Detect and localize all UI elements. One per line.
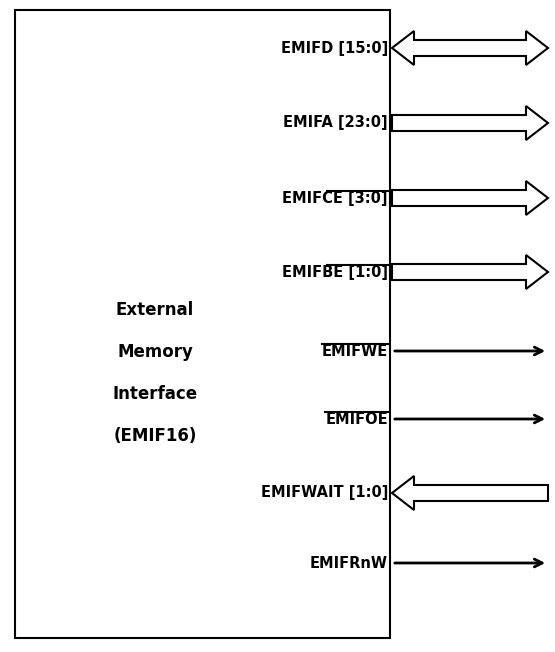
Text: EMIFD [15:0]: EMIFD [15:0] — [281, 40, 388, 55]
Text: External: External — [116, 301, 194, 319]
Text: EMIFRnW: EMIFRnW — [310, 556, 388, 570]
Polygon shape — [392, 181, 548, 215]
Text: (EMIF16): (EMIF16) — [113, 427, 196, 445]
Text: Memory: Memory — [117, 343, 193, 361]
Text: EMIFA [23:0]: EMIFA [23:0] — [284, 115, 388, 130]
Text: Interface: Interface — [113, 385, 198, 403]
Text: EMIFOE: EMIFOE — [325, 411, 388, 426]
Text: EMIFCE [3:0]: EMIFCE [3:0] — [282, 190, 388, 205]
Text: EMIFBE [1:0]: EMIFBE [1:0] — [282, 265, 388, 280]
Text: EMIFWAIT [1:0]: EMIFWAIT [1:0] — [261, 486, 388, 501]
Polygon shape — [392, 31, 548, 65]
Text: EMIFWE: EMIFWE — [322, 344, 388, 359]
Polygon shape — [392, 255, 548, 289]
Polygon shape — [392, 106, 548, 140]
Polygon shape — [392, 476, 548, 510]
Bar — [15, 10, 390, 638]
